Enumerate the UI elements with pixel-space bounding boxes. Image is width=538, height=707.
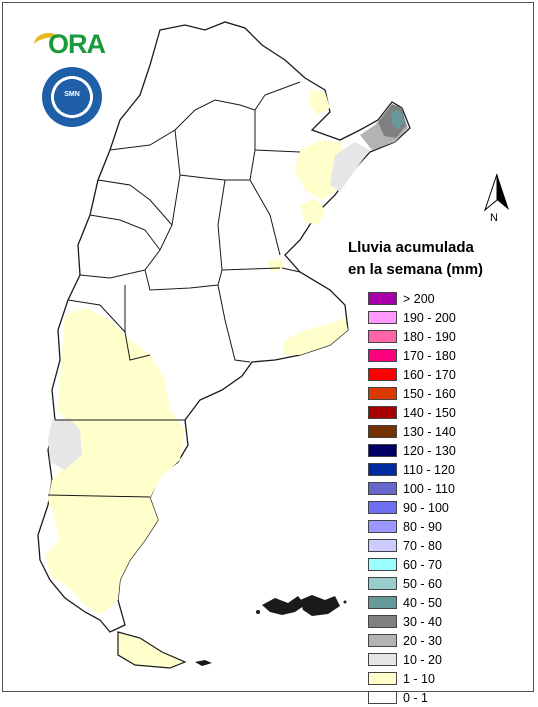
- legend-label: 190 - 200: [403, 310, 456, 325]
- legend-label: 120 - 130: [403, 443, 456, 458]
- legend-label: 30 - 40: [403, 614, 442, 629]
- rain-area-10-20-corrientes: [330, 142, 370, 192]
- legend-label: 60 - 70: [403, 557, 442, 572]
- rain-area-north: [310, 90, 330, 115]
- legend: > 200 190 - 200 180 - 190 170 - 180 160 - 17…: [368, 289, 456, 707]
- province-boundaries: [47, 81, 331, 498]
- legend-swatch: [368, 444, 397, 457]
- ora-logo: ORA: [48, 29, 106, 59]
- legend-swatch: [368, 482, 397, 495]
- legend-swatch: [368, 501, 397, 514]
- legend-item: 140 - 150: [368, 403, 456, 422]
- legend-label: 10 - 20: [403, 652, 442, 667]
- legend-label: > 200: [403, 291, 435, 306]
- legend-swatch: [368, 368, 397, 381]
- legend-item: 180 - 190: [368, 327, 456, 346]
- rain-area-40-50-misiones: [392, 110, 404, 130]
- legend-swatch: [368, 292, 397, 305]
- legend-item: 170 - 180: [368, 346, 456, 365]
- legend-title: Lluvia acumulada en la semana (mm): [348, 237, 518, 281]
- legend-swatch: [368, 406, 397, 419]
- staten-island: [195, 660, 212, 666]
- legend-item: 10 - 20: [368, 650, 456, 669]
- legend-label: 90 - 100: [403, 500, 449, 515]
- legend-swatch: [368, 349, 397, 362]
- legend-item: 1 - 10: [368, 669, 456, 688]
- legend-item: 150 - 160: [368, 384, 456, 403]
- legend-swatch: [368, 539, 397, 552]
- legend-item: 50 - 60: [368, 574, 456, 593]
- legend-swatch: [368, 577, 397, 590]
- legend-label: 50 - 60: [403, 576, 442, 591]
- legend-label: 130 - 140: [403, 424, 456, 439]
- legend-item: 80 - 90: [368, 517, 456, 536]
- malvinas-islands: [256, 595, 347, 616]
- smn-logo-text: SMN: [64, 91, 80, 98]
- legend-swatch: [368, 634, 397, 647]
- rain-area-10-20-andes: [48, 418, 82, 470]
- legend-item: 90 - 100: [368, 498, 456, 517]
- legend-label: 140 - 150: [403, 405, 456, 420]
- legend-title-line1: Lluvia acumulada: [348, 239, 474, 256]
- legend-item: 120 - 130: [368, 441, 456, 460]
- rain-area-entre-rios: [300, 198, 325, 225]
- legend-label: 0 - 1: [403, 690, 429, 705]
- legend-swatch: [368, 387, 397, 400]
- legend-swatch: [368, 672, 397, 685]
- legend-swatch: [368, 691, 397, 704]
- legend-label: 150 - 160: [403, 386, 456, 401]
- legend-item: 70 - 80: [368, 536, 456, 555]
- north-arrow-icon: [483, 173, 509, 212]
- smn-logo: SMN: [42, 67, 102, 127]
- rain-area-pampa: [282, 318, 348, 355]
- legend-label: 80 - 90: [403, 519, 442, 534]
- rain-area-patagonia: [45, 308, 185, 615]
- legend-swatch: [368, 463, 397, 476]
- legend-item: > 200: [368, 289, 456, 308]
- legend-title-line2: en la semana (mm): [348, 261, 484, 278]
- legend-label: 100 - 110: [403, 481, 455, 496]
- legend-item: 190 - 200: [368, 308, 456, 327]
- legend-item: 60 - 70: [368, 555, 456, 574]
- legend-label: 40 - 50: [403, 595, 442, 610]
- legend-item: 100 - 110: [368, 479, 456, 498]
- legend-label: 160 - 170: [403, 367, 456, 382]
- north-label: N: [490, 212, 498, 224]
- legend-label: 20 - 30: [403, 633, 442, 648]
- legend-label: 70 - 80: [403, 538, 442, 553]
- legend-item: 110 - 120: [368, 460, 456, 479]
- legend-swatch: [368, 330, 397, 343]
- legend-swatch: [368, 596, 397, 609]
- legend-swatch: [368, 425, 397, 438]
- rain-area-tierra-del-fuego: [117, 631, 187, 669]
- legend-swatch: [368, 653, 397, 666]
- legend-label: 180 - 190: [403, 329, 456, 344]
- legend-item: 40 - 50: [368, 593, 456, 612]
- legend-item: 130 - 140: [368, 422, 456, 441]
- legend-label: 1 - 10: [403, 671, 435, 686]
- legend-swatch: [368, 615, 397, 628]
- legend-item: 20 - 30: [368, 631, 456, 650]
- legend-item: 160 - 170: [368, 365, 456, 384]
- legend-swatch: [368, 520, 397, 533]
- legend-item: 30 - 40: [368, 612, 456, 631]
- legend-swatch: [368, 558, 397, 571]
- legend-label: 110 - 120: [403, 462, 455, 477]
- legend-label: 170 - 180: [403, 348, 456, 363]
- legend-swatch: [368, 311, 397, 324]
- legend-item: 0 - 1: [368, 688, 456, 707]
